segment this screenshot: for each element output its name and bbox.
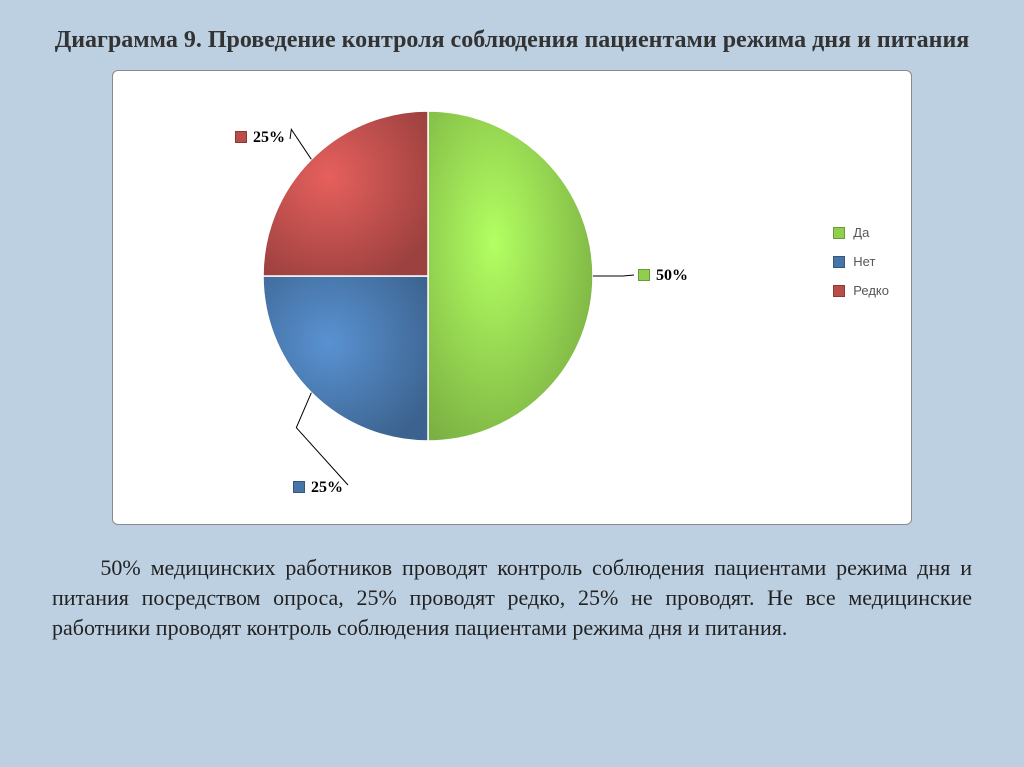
pie-chart (113, 71, 913, 526)
slice-value-da: 50% (656, 267, 688, 284)
page: Диаграмма 9. Проведение контроля соблюде… (0, 0, 1024, 767)
slice-label-redko: 25% (235, 129, 285, 147)
legend-swatch-da (833, 227, 845, 239)
legend-label-redko: Редко (853, 283, 889, 298)
chart-title: Диаграмма 9. Проведение контроля соблюде… (52, 24, 972, 56)
slice-label-net: 25% (293, 479, 343, 497)
slice-swatch-redko (235, 131, 247, 143)
legend-swatch-redko (833, 285, 845, 297)
legend: Да Нет Редко (833, 211, 889, 312)
slice-value-redko: 25% (253, 129, 285, 146)
legend-item-net: Нет (833, 254, 889, 269)
slice-swatch-net (293, 481, 305, 493)
legend-swatch-net (833, 256, 845, 268)
legend-item-da: Да (833, 225, 889, 240)
legend-item-redko: Редко (833, 283, 889, 298)
chart-area: 50% 25% 25% Да Нет Редко (113, 71, 911, 524)
slice-value-net: 25% (311, 479, 343, 496)
slice-label-da: 50% (638, 267, 688, 285)
slice-swatch-da (638, 269, 650, 281)
legend-label-da: Да (853, 225, 869, 240)
caption-text: 50% медицинских работников проводят конт… (52, 553, 972, 642)
legend-label-net: Нет (853, 254, 875, 269)
chart-frame: 50% 25% 25% Да Нет Редко (112, 70, 912, 525)
